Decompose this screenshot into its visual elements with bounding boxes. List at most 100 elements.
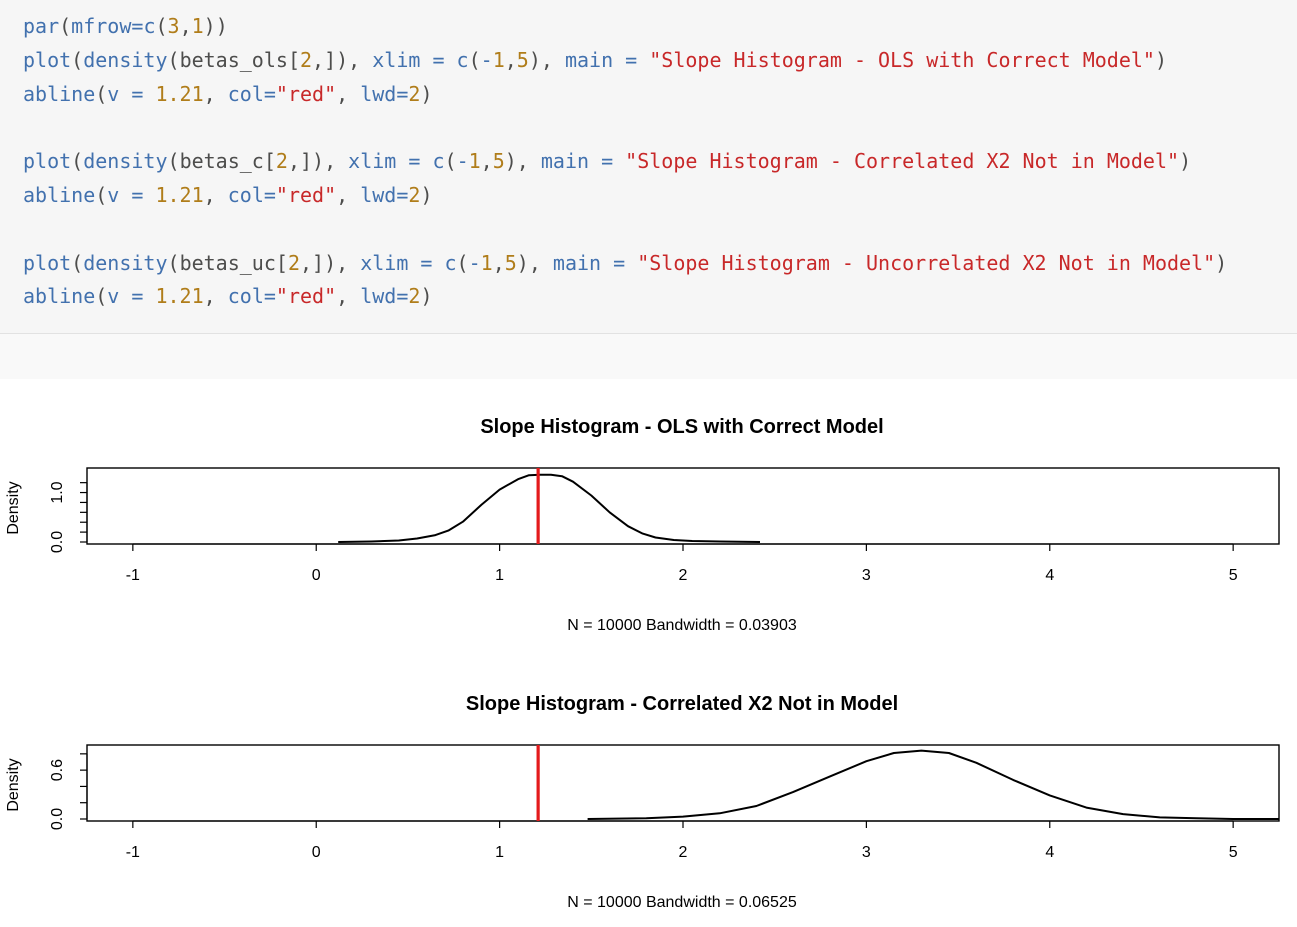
code-token: betas_uc [179,250,276,275]
code-token: = [263,81,276,106]
code-token: = [119,81,156,106]
y-axis-label: Density [5,758,22,811]
code-token: c [432,149,445,174]
code-token: c [456,47,469,72]
code-token: abline [23,183,96,207]
code-token: 5 [516,47,529,72]
code-token: ) [1215,250,1228,275]
code-token: = [601,250,638,275]
chart-title: Slope Histogram - OLS with Correct Model [480,416,883,438]
density-plots: Slope Histogram - OLS with Correct Model… [5,416,1280,911]
code-token: = [131,14,144,38]
code-token: 2 [408,81,421,106]
code-token: 2 [408,284,421,309]
plot-frame [86,467,1280,545]
code-token: , [336,284,361,309]
code-token: [ [287,47,300,72]
code-token: col [227,284,264,309]
code-token: "Slope Histogram - Uncorrelated X2 Not i… [637,250,1216,275]
code-token: , [203,81,228,106]
code-token: 2 [275,149,288,174]
y-tick-label: 0.0 [49,808,66,830]
code-token: ) [1179,149,1192,174]
code-token: = [263,284,276,309]
code-token: col [227,81,264,106]
code-token: ), [516,250,553,275]
code-token: - [456,149,469,174]
x-tick-label: 5 [1229,844,1238,861]
x-tick-label: 5 [1229,567,1238,584]
code-token: mfrow [71,14,132,38]
code-token: betas_ols [179,47,288,72]
code-token: ,]), [299,250,361,275]
code-token: density [83,250,168,275]
y-tick-label: 1.0 [49,481,66,503]
code-token: v [107,284,120,309]
code-token: ( [59,14,72,38]
code-line: par(mfrow=c(3,1)) [23,12,228,40]
code-token: main [552,250,602,275]
code-token: plot [23,250,72,275]
code-token: abline [23,81,96,106]
code-token: , [336,183,361,207]
code-token: ( [95,81,108,106]
code-token: ) [420,81,433,106]
code-token: - [468,250,481,275]
code-token: xlim [372,47,421,72]
code-token: ,]), [287,149,349,174]
code-token: ( [71,149,84,174]
code-token: ) [420,284,433,309]
code-token: ( [167,250,180,275]
code-token: "red" [275,81,337,106]
x-tick-label: 4 [1045,567,1054,584]
x-tick-label: 3 [862,567,871,584]
chart-title: Slope Histogram - Correlated X2 Not in M… [466,693,898,715]
code-token: ( [71,47,84,72]
x-axis-label: N = 10000 Bandwidth = 0.03903 [567,617,797,634]
code-token: ( [167,47,180,72]
code-token: "red" [275,284,337,309]
code-token: ( [95,284,108,309]
code-token: "Slope Histogram - Correlated X2 Not in … [625,149,1180,174]
code-token: ( [468,47,481,72]
code-line: plot(density(betas_ols[2,]), xlim = c(-1… [23,46,1167,74]
code-token: plot [23,47,72,72]
code-token: 2 [287,250,300,275]
code-token: , [203,183,228,207]
code-token: 2 [408,183,421,207]
code-token: )) [203,14,228,38]
x-tick-label: 4 [1045,844,1054,861]
code-token: lwd [360,81,397,106]
code-line: plot(density(betas_uc[2,]), xlim = c(-1,… [23,249,1227,277]
code-token: , [504,47,517,72]
x-tick-label: 2 [679,844,688,861]
x-axis-label: N = 10000 Bandwidth = 0.06525 [567,894,797,911]
code-token: , [480,149,493,174]
x-tick-label: 2 [679,567,688,584]
code-token: 1 [468,149,481,174]
code-token: ( [155,14,168,38]
code-token: 1.21 [155,284,204,309]
code-token: c [143,14,156,38]
code-token: = [396,183,409,207]
code-token: v [107,81,120,106]
x-tick-label: 0 [312,567,321,584]
code-token: , [336,81,361,106]
code-token: = [408,250,445,275]
code-token: = [613,47,650,72]
code-token: ( [444,149,457,174]
code-token: 2 [299,47,313,72]
code-token: , [179,14,192,38]
code-token: [ [263,149,276,174]
code-token: density [83,149,168,174]
code-line: plot(density(betas_c[2,]), xlim = c(-1,5… [23,147,1191,175]
code-block: par(mfrow=c(3,1)) plot(density(betas_ols[… [0,0,1297,334]
code-token: ( [71,250,84,275]
code-token: "red" [275,183,337,207]
code-token: = [263,183,276,207]
code-token: = [396,149,433,174]
code-token: = [589,149,626,174]
density-panel-ols: Slope Histogram - OLS with Correct Model… [5,416,1280,634]
code-token: plot [23,149,72,174]
density-panel-correlated: Slope Histogram - Correlated X2 Not in M… [5,693,1280,911]
